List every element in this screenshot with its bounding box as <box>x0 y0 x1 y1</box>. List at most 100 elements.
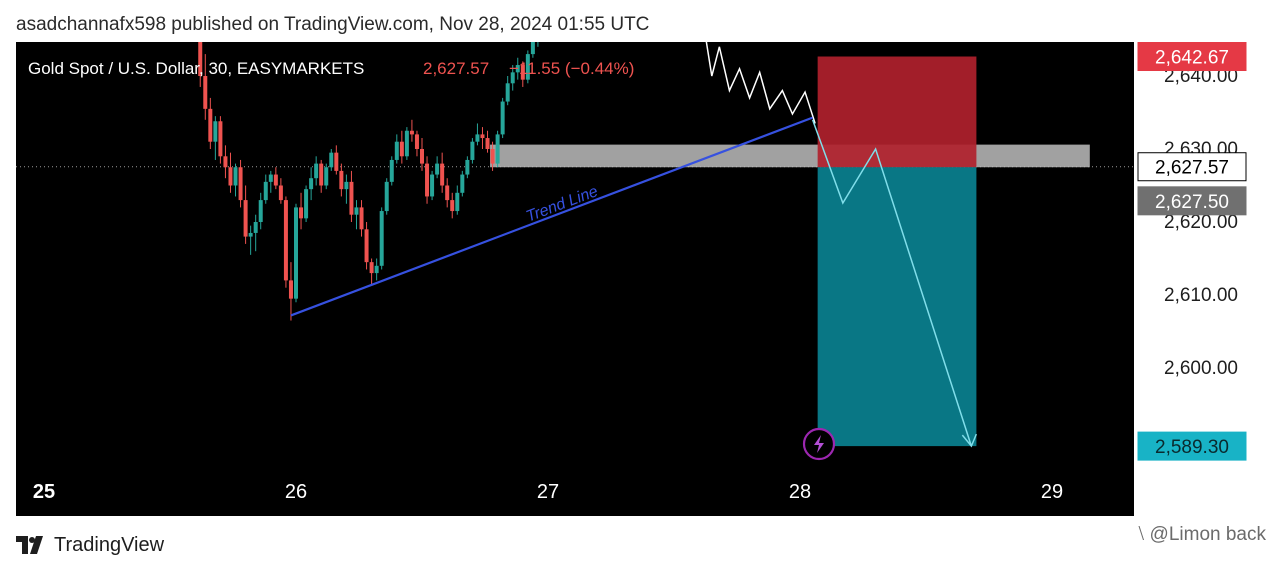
stop-loss-zone[interactable] <box>817 56 977 168</box>
candle <box>495 130 500 168</box>
entry-price-label: 2,627.50 <box>1137 186 1247 216</box>
lightning-bolt-icon[interactable] <box>802 427 836 461</box>
candle <box>329 149 334 171</box>
candle <box>208 97 213 149</box>
chart-background <box>16 42 1264 516</box>
watermark-icon: ⧵ <box>1138 524 1145 545</box>
candle <box>505 76 510 106</box>
candles-group <box>198 42 539 321</box>
candle <box>314 156 319 186</box>
candle-body <box>294 207 298 299</box>
candle-body <box>203 76 208 109</box>
publish-info: asadchannafx598 published on TradingView… <box>16 14 650 35</box>
price-labels: 2,642.67 2,627.57 2,627.50 2,589.30 <box>1137 42 1247 461</box>
candle-body <box>339 170 344 190</box>
price-chart[interactable]: Trend Line 2,600.002,610.002,620.002,630… <box>16 42 1264 516</box>
candle-body <box>273 174 278 186</box>
candle <box>537 42 539 47</box>
trend-line[interactable] <box>290 116 813 317</box>
candle-body <box>475 134 480 142</box>
candle-body <box>288 280 293 299</box>
candle <box>223 145 228 179</box>
candle-body <box>319 163 324 186</box>
candle-body <box>208 108 213 142</box>
candle-body <box>324 167 329 186</box>
candle <box>238 159 243 208</box>
candle-body <box>480 134 485 139</box>
candle <box>470 138 475 164</box>
current-price-label-text: 2,627.57 <box>1155 158 1229 179</box>
candle <box>510 65 515 91</box>
candle <box>460 170 465 197</box>
candle <box>525 50 530 84</box>
candle-body <box>389 159 394 182</box>
candle <box>273 167 278 190</box>
candle <box>198 42 203 87</box>
candle-body <box>248 232 253 237</box>
candle-body <box>228 167 233 186</box>
candle-body <box>414 134 419 149</box>
candle <box>344 174 349 204</box>
candle <box>465 156 470 179</box>
zone-group <box>490 144 1090 168</box>
candle-body <box>233 167 238 186</box>
candle <box>450 192 455 219</box>
candle-body <box>515 65 520 73</box>
candle <box>349 170 354 222</box>
y-axis: 2,600.002,610.002,620.002,630.002,640.00 <box>1164 66 1238 379</box>
y-tick-label: 2,610.00 <box>1164 285 1238 306</box>
candle <box>243 185 248 244</box>
stop-price-label-bg <box>1137 42 1247 72</box>
target-price-label: 2,589.30 <box>1137 431 1247 461</box>
candle-body <box>420 149 424 164</box>
candle-body <box>314 163 319 179</box>
candle <box>425 156 430 204</box>
candle <box>389 156 394 186</box>
candle <box>530 42 535 58</box>
candle-body <box>485 138 490 149</box>
candle <box>334 145 339 175</box>
projection-path[interactable] <box>811 119 973 447</box>
candle-body <box>450 200 455 212</box>
candle-body <box>268 174 273 182</box>
candle <box>490 141 495 171</box>
candle-body <box>243 200 248 237</box>
candle <box>384 178 389 215</box>
candle-body <box>495 134 500 164</box>
candle-body <box>359 207 364 230</box>
candle-body <box>440 163 445 186</box>
candle <box>354 200 359 230</box>
candle <box>399 130 404 164</box>
candle-body <box>283 200 288 281</box>
candle-body <box>490 149 495 164</box>
x-tick-label: 26 <box>285 481 307 503</box>
zigzag-path[interactable] <box>704 42 816 124</box>
candle <box>304 185 309 222</box>
entry-price-label-bg <box>1137 186 1247 216</box>
candle <box>309 167 314 201</box>
candle-body <box>349 181 354 215</box>
y-tick-label: 2,640.00 <box>1164 66 1238 87</box>
candle-body <box>329 152 334 168</box>
y-tick-label: 2,620.00 <box>1164 212 1238 233</box>
candle-body <box>278 185 283 201</box>
projection-arrowhead <box>961 433 978 448</box>
candle <box>319 159 324 193</box>
candle-body <box>198 42 203 77</box>
candle-body <box>223 156 228 168</box>
watermark-text: @Limon back <box>1149 524 1266 545</box>
tradingview-logo[interactable]: TradingView <box>16 534 164 557</box>
stop-price-label-text: 2,642.67 <box>1155 48 1229 69</box>
candle <box>278 178 283 204</box>
candle-body <box>253 222 258 233</box>
last-price: 2,627.57 <box>423 59 489 78</box>
candle <box>258 192 263 230</box>
candle <box>268 170 273 193</box>
tradingview-brand: TradingView <box>54 534 165 556</box>
candle <box>228 152 233 193</box>
supply-zone[interactable] <box>490 144 1090 168</box>
candle-body <box>299 207 304 219</box>
take-profit-zone[interactable] <box>817 167 977 447</box>
candle-body <box>344 181 349 190</box>
candle-body <box>430 174 435 197</box>
